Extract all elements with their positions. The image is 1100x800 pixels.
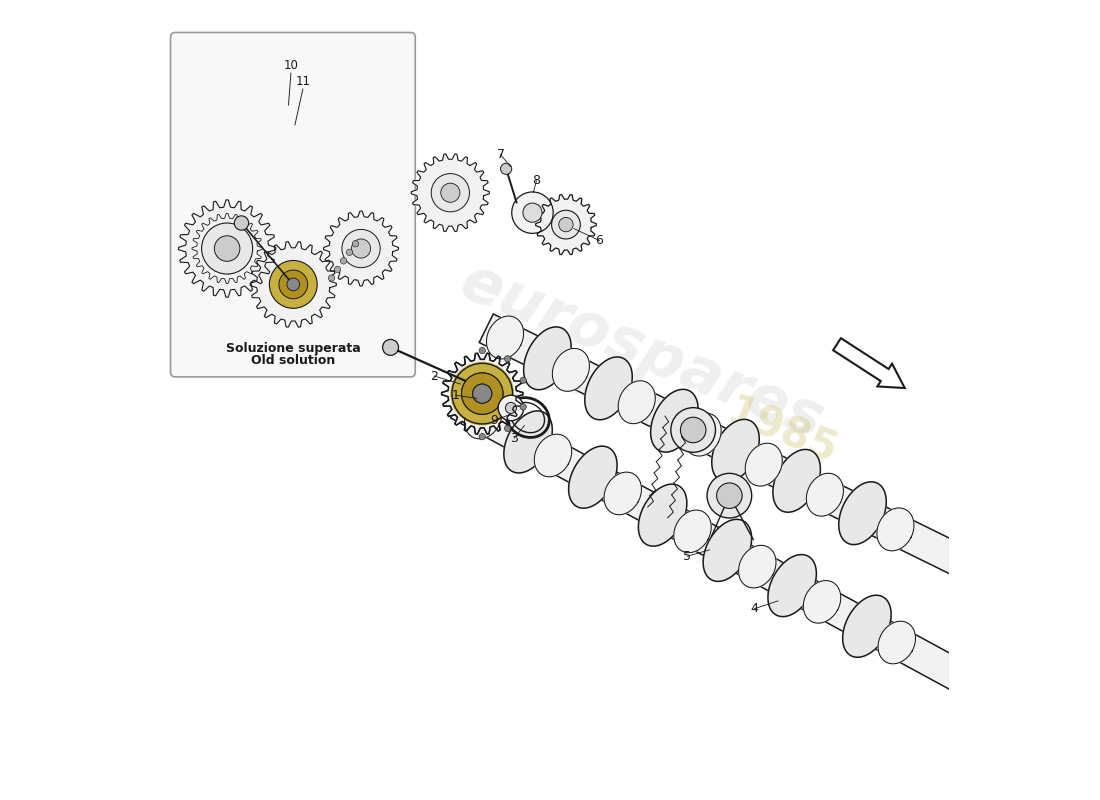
- Circle shape: [462, 373, 503, 414]
- Polygon shape: [877, 508, 914, 551]
- Polygon shape: [323, 211, 398, 286]
- Polygon shape: [251, 242, 337, 327]
- Circle shape: [505, 402, 517, 414]
- Polygon shape: [803, 581, 840, 623]
- Circle shape: [505, 426, 510, 432]
- Circle shape: [500, 163, 512, 174]
- Circle shape: [478, 347, 485, 354]
- Circle shape: [671, 408, 715, 452]
- Text: 2: 2: [430, 370, 438, 382]
- Polygon shape: [839, 482, 887, 545]
- Polygon shape: [585, 357, 632, 420]
- Text: 8: 8: [532, 174, 540, 187]
- Text: a passion for parts: a passion for parts: [538, 365, 714, 451]
- Polygon shape: [411, 154, 490, 231]
- Polygon shape: [480, 314, 964, 574]
- Polygon shape: [524, 327, 571, 390]
- Polygon shape: [806, 474, 844, 516]
- Circle shape: [473, 384, 492, 403]
- Circle shape: [279, 270, 308, 298]
- Text: 11: 11: [296, 74, 310, 88]
- Polygon shape: [843, 595, 891, 658]
- Text: 9: 9: [491, 414, 498, 427]
- Text: Soluzione superata: Soluzione superata: [226, 342, 361, 354]
- FancyBboxPatch shape: [170, 33, 416, 377]
- Circle shape: [352, 241, 359, 247]
- Polygon shape: [486, 316, 524, 359]
- Polygon shape: [618, 381, 656, 424]
- Circle shape: [270, 261, 317, 308]
- Circle shape: [342, 230, 381, 268]
- Polygon shape: [745, 443, 782, 486]
- Polygon shape: [768, 554, 816, 617]
- Polygon shape: [712, 419, 759, 482]
- Circle shape: [340, 258, 346, 264]
- Circle shape: [520, 377, 527, 383]
- Circle shape: [383, 339, 398, 355]
- Polygon shape: [650, 390, 699, 452]
- Circle shape: [441, 183, 460, 202]
- Polygon shape: [536, 194, 596, 254]
- Text: 6: 6: [595, 234, 604, 247]
- Polygon shape: [178, 200, 276, 297]
- Circle shape: [329, 275, 334, 282]
- Circle shape: [505, 356, 510, 362]
- Circle shape: [450, 362, 514, 426]
- Circle shape: [707, 474, 751, 518]
- Polygon shape: [504, 411, 552, 473]
- Polygon shape: [535, 434, 572, 477]
- Polygon shape: [638, 484, 686, 546]
- Polygon shape: [674, 510, 712, 553]
- Circle shape: [452, 363, 513, 424]
- Polygon shape: [604, 472, 641, 514]
- Text: 1: 1: [452, 389, 460, 402]
- Circle shape: [234, 216, 249, 230]
- Polygon shape: [738, 546, 775, 588]
- Polygon shape: [569, 446, 617, 508]
- Text: eurospares: eurospares: [451, 253, 832, 452]
- Circle shape: [716, 483, 742, 509]
- Circle shape: [559, 218, 573, 232]
- Circle shape: [522, 203, 542, 222]
- Text: 5: 5: [683, 550, 691, 562]
- Polygon shape: [464, 396, 502, 439]
- Circle shape: [214, 236, 240, 262]
- Text: 7: 7: [496, 148, 505, 161]
- Circle shape: [520, 404, 527, 410]
- Polygon shape: [703, 519, 751, 582]
- Circle shape: [681, 418, 706, 442]
- Circle shape: [431, 174, 470, 212]
- Polygon shape: [953, 540, 972, 578]
- Circle shape: [512, 192, 553, 234]
- Circle shape: [478, 434, 485, 440]
- Text: 4: 4: [750, 602, 758, 615]
- Circle shape: [334, 266, 341, 273]
- Polygon shape: [552, 348, 590, 391]
- Circle shape: [287, 278, 299, 290]
- Polygon shape: [684, 413, 722, 456]
- Circle shape: [346, 249, 353, 255]
- Text: 3: 3: [510, 432, 518, 445]
- Text: 10: 10: [284, 58, 298, 72]
- Circle shape: [498, 395, 524, 421]
- Text: 1985: 1985: [719, 390, 843, 473]
- Polygon shape: [451, 390, 965, 689]
- Circle shape: [462, 373, 503, 414]
- Polygon shape: [441, 354, 522, 434]
- Circle shape: [473, 384, 492, 403]
- Circle shape: [551, 210, 581, 239]
- Text: Old solution: Old solution: [251, 354, 336, 366]
- Polygon shape: [773, 450, 821, 512]
- Circle shape: [201, 223, 253, 274]
- Polygon shape: [878, 622, 915, 664]
- Circle shape: [352, 239, 371, 258]
